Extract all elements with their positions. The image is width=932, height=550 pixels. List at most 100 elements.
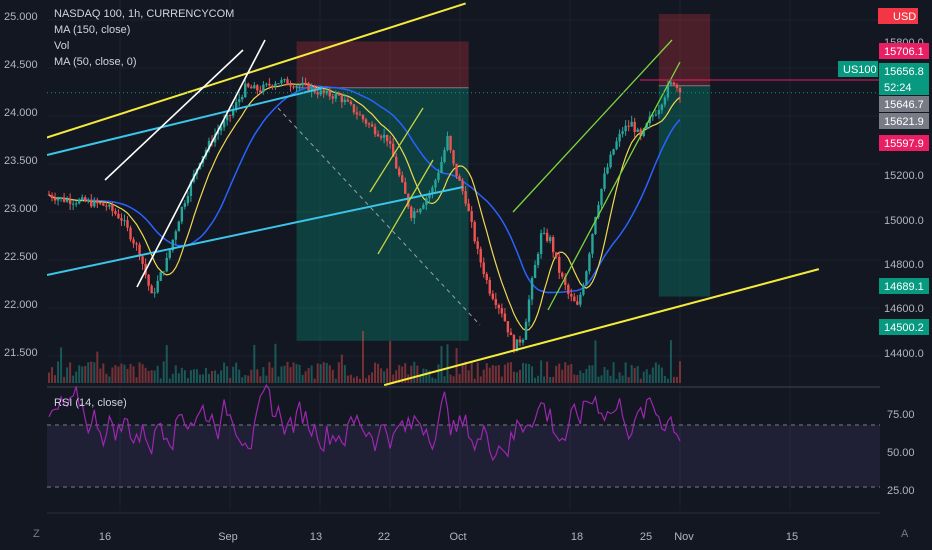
candle-body xyxy=(241,97,244,100)
rsi-legend[interactable]: RSI (14, close) xyxy=(54,397,127,409)
candle-body xyxy=(524,321,528,340)
volume-bar xyxy=(93,362,96,383)
volume-bar xyxy=(437,364,440,383)
right-axis-tick: 14400.0 xyxy=(884,348,924,360)
candle-body xyxy=(666,84,670,98)
symbol-title[interactable]: NASDAQ 100, 1h, CURRENCYCOM xyxy=(54,8,235,20)
auto-scale-toggle[interactable]: A xyxy=(901,528,909,540)
candle-body xyxy=(461,180,464,192)
candle-body xyxy=(129,227,132,240)
ma50-line xyxy=(48,83,681,332)
candle-body xyxy=(364,119,368,124)
volume-bar xyxy=(183,370,186,383)
candle-body xyxy=(479,248,482,263)
price-badge-text: 14689.1 xyxy=(884,281,924,293)
volume-bar xyxy=(361,331,364,383)
rsi-tick: 50.00 xyxy=(887,447,915,459)
volume-bar xyxy=(250,369,253,383)
candle-body xyxy=(159,272,162,281)
volume-bar xyxy=(141,364,144,383)
channel-line xyxy=(46,87,324,156)
projection-dashed-line xyxy=(277,107,481,326)
candle-body xyxy=(627,125,630,127)
time-axis-tick: Sep xyxy=(218,531,238,543)
volume-bar xyxy=(60,347,63,383)
candle-body xyxy=(391,143,395,157)
volume-bar xyxy=(627,377,630,383)
candle-body xyxy=(370,124,374,127)
volume-bar xyxy=(678,361,681,383)
candle-body xyxy=(506,321,510,333)
candle-body xyxy=(570,293,573,297)
volume-bar xyxy=(214,370,217,383)
candle-body xyxy=(162,271,165,273)
volume-bar xyxy=(283,365,286,383)
right-axis-tick: 14800.0 xyxy=(884,259,924,271)
price-badge xyxy=(879,63,929,79)
candle-body xyxy=(573,296,576,302)
volume-bar xyxy=(425,369,428,383)
volume-bar xyxy=(238,369,241,383)
rsi-tick: 25.00 xyxy=(887,485,915,497)
time-axis-tick: 22 xyxy=(378,531,390,543)
candle-body xyxy=(413,211,416,219)
price-badge xyxy=(879,278,929,294)
time-axis-tick: 15 xyxy=(786,531,798,543)
candle-body xyxy=(295,85,298,88)
right-axis-tick: 15200.0 xyxy=(884,170,924,182)
timezone-toggle[interactable]: Z xyxy=(33,528,40,540)
candle-body xyxy=(256,85,259,91)
candle-body xyxy=(262,84,265,93)
price-badge xyxy=(879,113,929,129)
candle-body xyxy=(367,123,371,125)
volume-bar xyxy=(247,375,250,383)
volume-bar xyxy=(259,376,262,383)
candle-body xyxy=(449,136,452,151)
volume-bar xyxy=(582,373,585,383)
candle-body xyxy=(407,193,410,207)
volume-bar xyxy=(434,378,437,383)
candle-body xyxy=(234,102,238,110)
candle-body xyxy=(591,233,594,254)
volume-bar xyxy=(431,377,434,383)
candle-body xyxy=(437,172,440,181)
channel-line xyxy=(46,186,464,276)
volume-bar xyxy=(153,370,156,383)
candle-body xyxy=(654,114,658,116)
candle-body xyxy=(458,176,461,181)
volume-bar xyxy=(325,362,328,383)
candle-body xyxy=(630,121,633,127)
volume-bar xyxy=(271,367,274,383)
candle-body xyxy=(455,163,458,177)
volume-bar xyxy=(500,376,503,383)
volume-bar xyxy=(111,367,114,383)
candle-body xyxy=(488,279,491,294)
volume-bar xyxy=(192,369,195,383)
indicator-ma150[interactable]: MA (150, close) xyxy=(54,24,131,36)
volume-bar xyxy=(310,365,313,383)
candle-body xyxy=(340,95,344,103)
candle-body xyxy=(328,90,331,97)
candle-body xyxy=(401,175,404,183)
candle-body xyxy=(428,193,431,199)
indicator-vol[interactable]: Vol xyxy=(54,40,70,52)
indicator-ma50[interactable]: MA (50, close, 0) xyxy=(54,56,137,68)
time-axis-tick: 16 xyxy=(99,531,111,543)
candle-body xyxy=(213,134,217,143)
volume-bar xyxy=(600,375,603,383)
wedge-line-white xyxy=(136,39,266,288)
candle-body xyxy=(265,83,268,85)
volume-bar xyxy=(555,365,558,383)
volume-bar xyxy=(322,362,325,383)
candle-body xyxy=(105,205,108,207)
symbol-tag: US100 xyxy=(843,64,877,76)
candle-body xyxy=(576,301,579,305)
candle-body xyxy=(268,83,271,86)
price-badge xyxy=(879,79,929,95)
candle-body xyxy=(379,136,383,138)
volume-bar xyxy=(374,362,377,383)
volume-bar xyxy=(401,366,404,383)
candle-body xyxy=(225,114,229,121)
candle-body xyxy=(542,232,546,234)
